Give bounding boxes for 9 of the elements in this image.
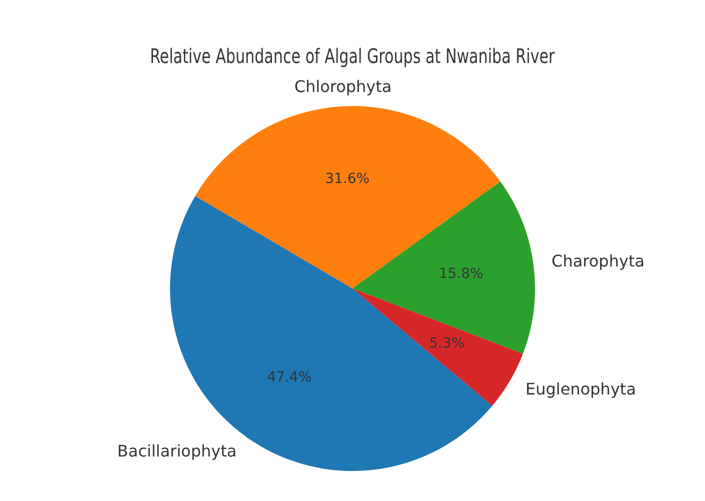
- slice-label: Chlorophyta: [294, 77, 392, 96]
- slice-label: Euglenophyta: [526, 379, 636, 398]
- data-label: 31.6%: [325, 170, 370, 187]
- slice-label: Charophyta: [552, 252, 645, 271]
- data-label: 5.3%: [429, 336, 465, 352]
- chart-title: Relative Abundance of Algal Groups at Nwaniba River: [150, 46, 556, 69]
- data-label: 47.4%: [267, 370, 312, 386]
- data-label: 15.8%: [438, 266, 484, 282]
- slice-label: Bacillariophyta: [117, 442, 237, 461]
